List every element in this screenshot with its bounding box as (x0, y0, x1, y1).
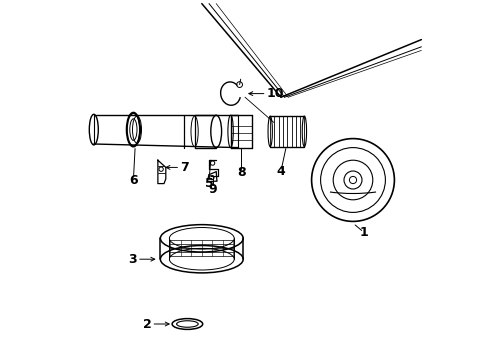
Text: 4: 4 (277, 165, 285, 177)
Text: 3: 3 (128, 253, 137, 266)
Text: 7: 7 (180, 161, 189, 174)
Text: 9: 9 (208, 183, 217, 195)
Circle shape (349, 176, 357, 184)
Text: 6: 6 (129, 174, 138, 186)
Text: 10: 10 (267, 87, 284, 100)
Text: 8: 8 (237, 166, 245, 179)
Text: 2: 2 (143, 318, 151, 330)
Text: 5: 5 (205, 177, 213, 190)
Text: 1: 1 (360, 226, 368, 239)
